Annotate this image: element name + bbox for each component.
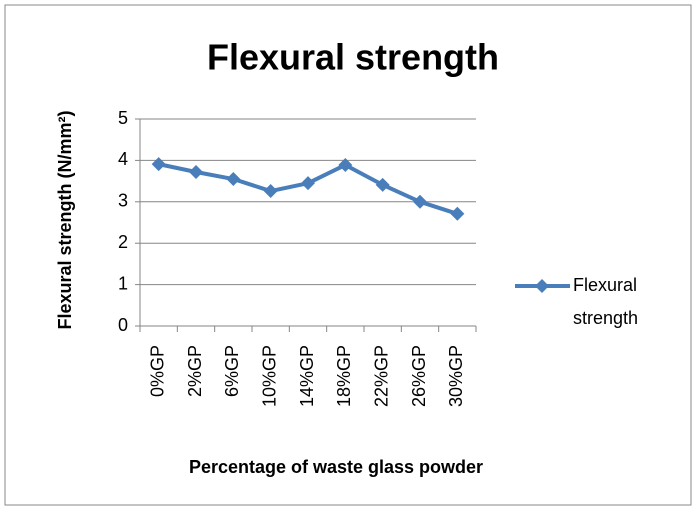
x-tick-label: 10%GP <box>259 345 279 407</box>
x-axis-label: Percentage of waste glass powder <box>189 457 483 477</box>
y-axis-label: Flexural strength (N/mm²) <box>55 110 75 329</box>
x-tick-label: 0%GP <box>147 345 167 397</box>
marker <box>375 177 390 192</box>
legend-marker <box>535 279 549 293</box>
marker <box>301 176 315 191</box>
marker <box>413 194 427 209</box>
marker <box>338 157 353 172</box>
x-tick-label: 6%GP <box>222 345 242 397</box>
x-tick-label: 2%GP <box>185 345 205 397</box>
marker <box>189 164 203 179</box>
x-tick-label: 26%GP <box>409 345 429 407</box>
y-tick-label: 4 <box>118 149 128 169</box>
marker <box>151 157 166 172</box>
chart-title: Flexural strength <box>207 37 499 78</box>
marker <box>263 184 278 199</box>
y-tick-label: 2 <box>118 232 128 252</box>
x-tick-label: 30%GP <box>446 345 466 407</box>
legend-label: Flexural strength <box>573 275 639 328</box>
x-tick-label: 18%GP <box>334 345 354 407</box>
y-tick-label: 1 <box>118 273 128 293</box>
marker <box>226 172 241 187</box>
x-tick-label: 14%GP <box>297 345 317 407</box>
y-tick-label: 5 <box>118 108 128 128</box>
y-tick-label: 3 <box>118 191 128 211</box>
chart-frame <box>4 4 692 506</box>
marker <box>450 206 465 221</box>
y-tick-label: 0 <box>118 315 128 335</box>
x-tick-label: 22%GP <box>371 345 391 407</box>
